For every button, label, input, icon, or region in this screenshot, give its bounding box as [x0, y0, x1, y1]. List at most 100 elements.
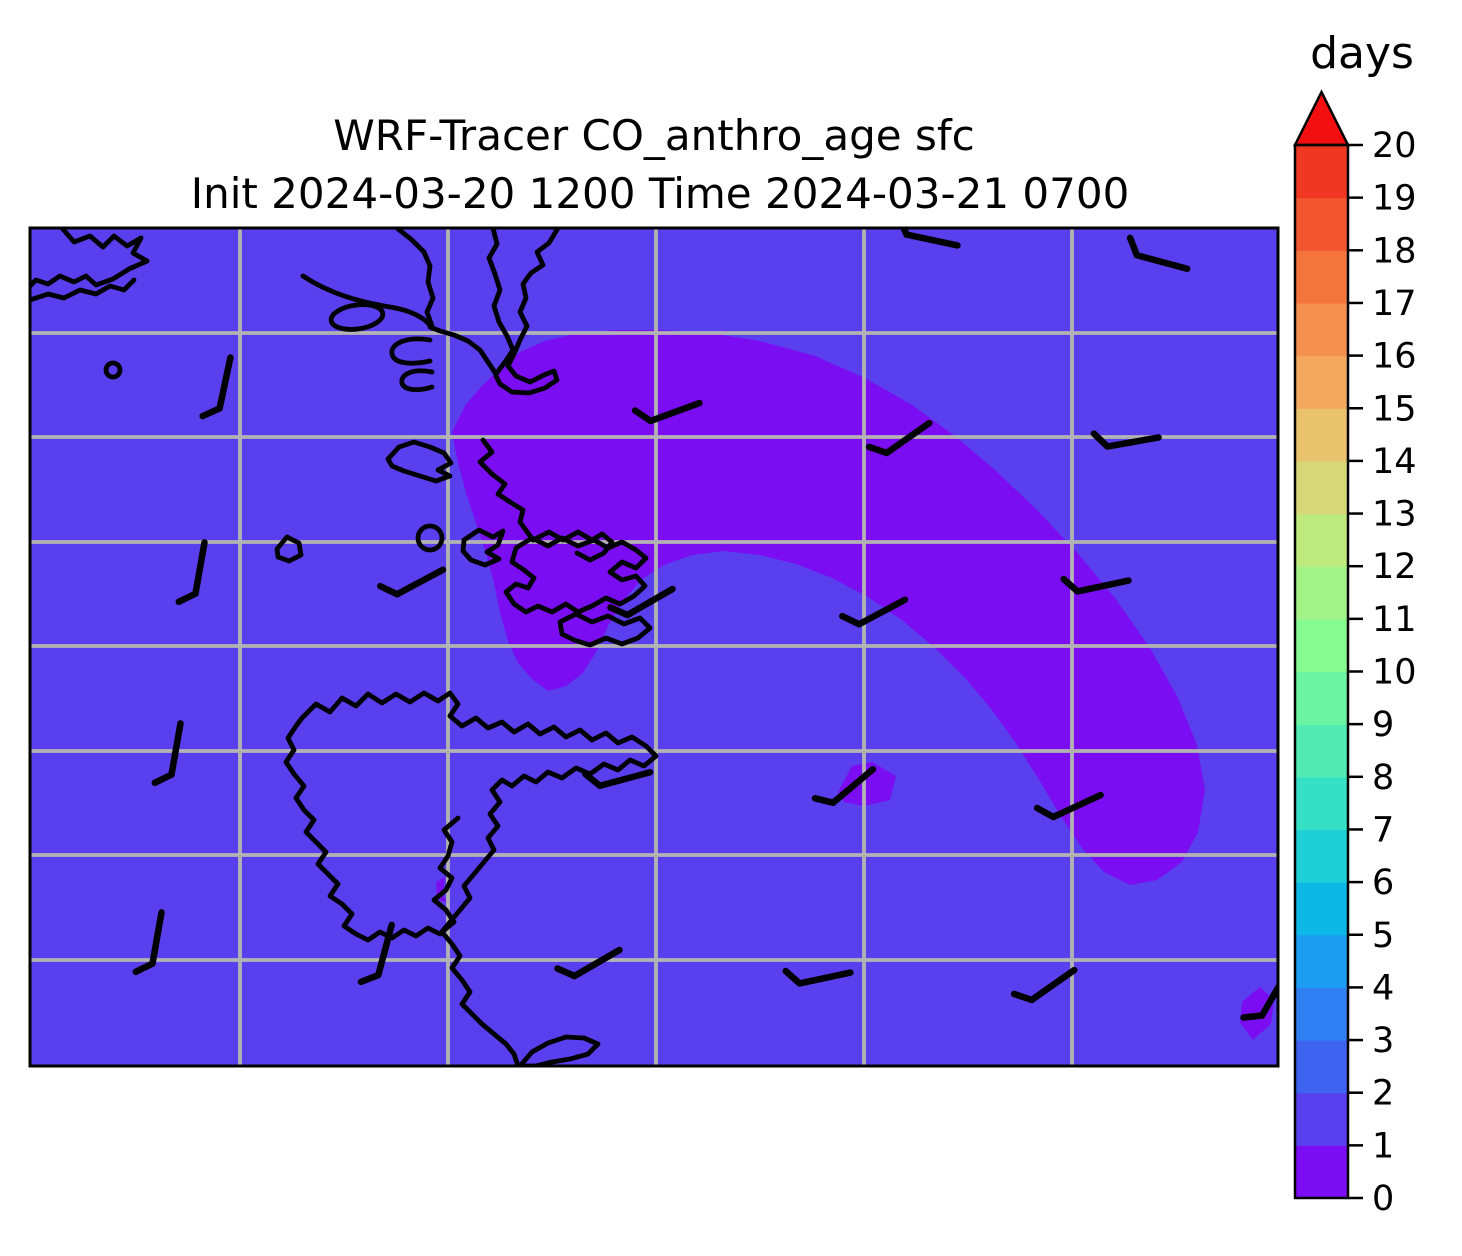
wind-barb-staff — [1028, 966, 1078, 1004]
map-clipped-content — [30, 228, 1278, 1066]
wind-barb — [357, 921, 395, 986]
colorbar-tick-label: 0 — [1372, 1179, 1394, 1219]
wind-barb — [1033, 791, 1104, 821]
map-panel — [28, 226, 1280, 1068]
wind-barb-flag — [1033, 804, 1057, 821]
wind-barb-staff — [168, 720, 184, 778]
wind-barb-staff — [829, 766, 877, 806]
colorbar-band — [1295, 671, 1348, 725]
colorbar-band — [1295, 566, 1348, 620]
coastline-path — [30, 277, 137, 303]
coastline-path — [557, 611, 653, 648]
wind-barb-flag — [377, 582, 401, 598]
coastline-path — [493, 228, 561, 396]
coastline-path — [477, 437, 536, 543]
wind-barb-staff — [624, 585, 676, 619]
wind-barb — [554, 946, 623, 980]
wind-barb-staff — [596, 769, 654, 789]
wind-barb-staff — [149, 909, 165, 967]
plot-title-line2: Init 2024-03-20 1200 Time 2024-03-21 070… — [191, 169, 1130, 218]
colorbar-tick-label: 14 — [1372, 442, 1417, 482]
wind-barb-staff — [855, 596, 909, 628]
colorbar-band — [1295, 408, 1348, 462]
wind-barb-flag — [631, 407, 654, 425]
colorbar-title: days — [1310, 28, 1414, 79]
colorbar-band — [1295, 724, 1348, 778]
coastline-path — [283, 690, 659, 943]
colorbar-tick-label: 19 — [1372, 179, 1417, 219]
colorbar-tick-label: 20 — [1372, 126, 1417, 166]
wind-barb-flag — [1126, 234, 1141, 259]
coastline-path — [385, 439, 454, 484]
wind-barb-flag — [811, 795, 837, 806]
wind-barb-flag — [895, 228, 910, 238]
colorbar-band — [1295, 302, 1348, 357]
wind-barb-staff — [375, 921, 395, 979]
colorbar-tick-label: 8 — [1372, 758, 1394, 798]
coastline-path — [394, 228, 436, 329]
colorbar-tick-label: 17 — [1372, 284, 1417, 324]
colorbar-band — [1295, 460, 1348, 515]
coastline-island — [103, 360, 123, 380]
colorbar-band — [1295, 829, 1348, 883]
wind-barb-flag — [607, 604, 631, 619]
coastline-path — [274, 534, 304, 564]
wind-barb-staff — [1258, 967, 1278, 1019]
colorbar-band — [1295, 934, 1348, 988]
wind-barb — [377, 566, 447, 598]
colorbar-band — [1295, 987, 1348, 1041]
wind-barb-flag — [582, 770, 604, 789]
wind-barb-staff — [883, 419, 933, 457]
wind-barb — [582, 769, 654, 789]
wind-barb — [1090, 430, 1162, 450]
colorbar-tick-label: 4 — [1372, 968, 1394, 1008]
wind-barb-flag — [175, 590, 199, 606]
colorbar-tick-label: 12 — [1372, 547, 1417, 587]
colorbar-extend-arrow — [1292, 89, 1351, 147]
colorbar-band — [1295, 882, 1348, 936]
colorbar-band — [1295, 513, 1348, 567]
wind-barb-flag — [357, 971, 382, 986]
wind-barb-flag — [554, 965, 578, 980]
colorbar-tick-label: 10 — [1372, 653, 1417, 693]
wind-barb-staff — [192, 539, 208, 597]
coastline-path — [389, 336, 433, 366]
coastline-path — [431, 815, 521, 1066]
coastline-island — [328, 302, 386, 332]
colorbar-tick-label: 2 — [1372, 1074, 1394, 1114]
wind-barb — [782, 967, 854, 987]
colorbar-band — [1295, 776, 1348, 831]
colorbar-band — [1295, 250, 1348, 304]
colorbar-tick-label: 7 — [1372, 810, 1394, 850]
colorbar-band — [1295, 1092, 1348, 1146]
wind-barb — [1240, 967, 1278, 1021]
tracer-plume-region — [838, 762, 896, 806]
wind-barb-staff — [1133, 252, 1191, 272]
wind-barb — [895, 228, 961, 249]
coastline-path — [517, 1034, 601, 1066]
colorbar-band — [1295, 355, 1348, 409]
wind-barb-staff — [1104, 434, 1162, 450]
wind-barb-staff — [216, 354, 234, 412]
wind-barb-flag — [865, 443, 890, 457]
colorbar-band — [1295, 1040, 1348, 1094]
colorbar-tick-label: 13 — [1372, 495, 1417, 535]
wind-barb-staff — [393, 566, 447, 598]
colorbar-band — [1295, 145, 1348, 199]
wind-barb-staff — [1074, 577, 1132, 595]
colorbar-tick-label: 18 — [1372, 231, 1417, 271]
wind-barb-flag — [839, 612, 863, 628]
wind-barb — [151, 720, 184, 787]
wind-barb — [1060, 575, 1132, 595]
wind-barb — [607, 585, 676, 619]
wind-barb — [631, 399, 703, 425]
wind-barb-staff — [647, 399, 703, 425]
wind-barb-flag — [151, 771, 175, 787]
colorbar-band — [1295, 1145, 1348, 1199]
wind-barb — [1126, 234, 1191, 272]
wind-barb-flag — [1090, 430, 1111, 450]
tracer-plume-region — [452, 330, 1205, 885]
